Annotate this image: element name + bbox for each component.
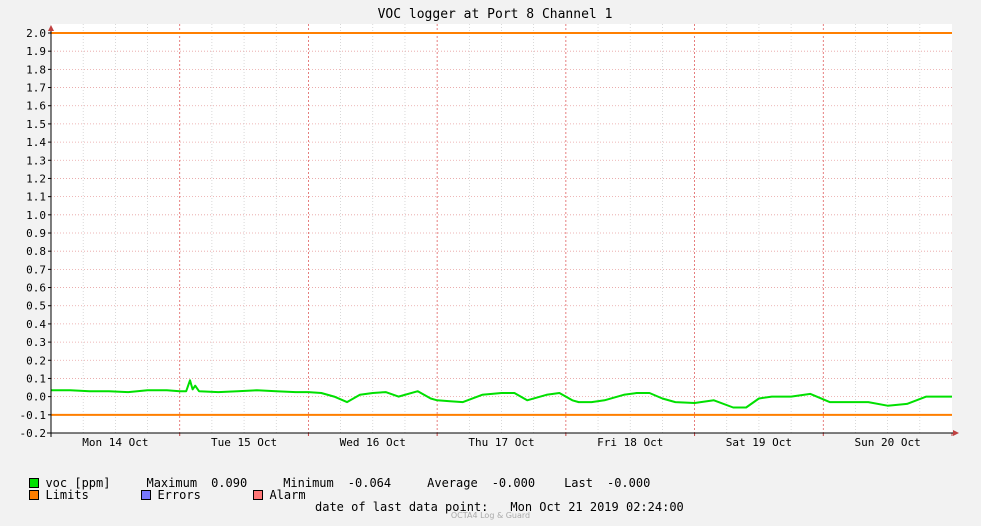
legend-swatch-voc — [29, 478, 40, 488]
x-axis-arrow — [953, 430, 959, 436]
y-tick-label: 0.6 — [26, 282, 46, 295]
stat-avg-label: Average — [427, 476, 478, 490]
x-tick-label: Sat 19 Oct — [726, 436, 792, 449]
y-tick-label: 0.3 — [26, 336, 46, 349]
x-tick-label: Tue 15 Oct — [211, 436, 277, 449]
legend-item-alarm: Alarm — [253, 488, 306, 502]
series-layer — [51, 379, 952, 409]
y-tick-label: 1.7 — [26, 82, 46, 95]
y-tick-label: 1.9 — [26, 45, 46, 58]
y-tick-label: 1.6 — [26, 100, 46, 113]
legend-swatch-alarm — [253, 490, 264, 500]
stat-last-value: -0.000 — [606, 476, 651, 490]
legend-row-markers: Limits Errors Alarm — [15, 476, 306, 502]
stat-min-label: Minimum — [283, 476, 334, 490]
y-tick-label: 1.3 — [26, 154, 46, 167]
x-tick-label: Mon 14 Oct — [82, 436, 148, 449]
legend-swatch-errors — [141, 490, 152, 500]
legend-limits-label: Limits — [45, 488, 89, 502]
last-point-value: Mon Oct 21 2019 02:24:00 — [510, 500, 684, 514]
legend-errors-label: Errors — [157, 488, 201, 502]
y-tick-label: 0.4 — [26, 318, 46, 331]
legend-item-voc: voc [ppm] — [29, 477, 110, 490]
stat-min-value: -0.064 — [347, 476, 392, 490]
y-tick-label: 1.0 — [26, 209, 46, 222]
axes — [47, 25, 959, 437]
y-tick-label: 1.5 — [26, 118, 46, 131]
x-axis-ticks: Mon 14 Oct Tue 15 Oct Wed 16 Oct Thu 17 Oct… — [50, 433, 953, 449]
x-tick-label: Sun 20 Oct — [855, 436, 921, 449]
stat-max-value: 0.090 — [211, 476, 248, 490]
y-axis-ticks: 2.0 1.9 1.8 1.7 1.6 1.5 1.4 1.3 1.2 1.1 1.0 0.9 0.8 0… — [20, 27, 51, 440]
y-tick-label: 1.2 — [26, 172, 46, 185]
y-tick-label: 1.8 — [26, 63, 46, 76]
legend-item-errors: Errors — [141, 489, 253, 502]
footer-brand: OCTA4 Log & Guard — [450, 511, 531, 520]
y-tick-label: 0.2 — [26, 354, 46, 367]
y-tick-label: 0.9 — [26, 227, 46, 240]
x-tick-label: Fri 18 Oct — [597, 436, 663, 449]
legend-row-series: voc [ppm] Maximum 0.090 Minimum -0.064 Averag… — [15, 464, 650, 490]
legend-swatch-limits — [29, 490, 40, 500]
y-tick-label: 0.1 — [26, 372, 46, 385]
y-tick-label: 2.0 — [26, 27, 46, 40]
last-point-label: date of last data point: — [315, 500, 489, 514]
series-line-voc — [51, 379, 952, 409]
x-tick-label: Thu 17 Oct — [468, 436, 534, 449]
y-tick-label: 0.7 — [26, 263, 46, 276]
y-tick-label: -0.1 — [20, 409, 47, 422]
stat-max-label: Maximum — [146, 476, 198, 490]
y-tick-label: 1.4 — [26, 136, 46, 149]
y-tick-label: 0.0 — [26, 391, 46, 404]
y-tick-label: 0.5 — [26, 300, 46, 313]
legend-alarm-label: Alarm — [269, 488, 306, 502]
y-tick-label: 0.8 — [26, 245, 46, 258]
legend-item-limits: Limits — [29, 489, 141, 502]
x-tick-label: Wed 16 Oct — [340, 436, 406, 449]
stat-avg-value: -0.000 — [491, 476, 536, 490]
y-tick-label: 1.1 — [26, 191, 46, 204]
legend-voc-label: voc [ppm] — [45, 476, 111, 490]
last-data-point: date of last data point: Mon Oct 21 2019 … — [315, 500, 684, 514]
stat-last-label: Last — [564, 476, 593, 490]
y-axis-arrow — [48, 25, 54, 31]
limit-lines — [51, 32, 952, 416]
y-tick-label: -0.2 — [20, 427, 47, 440]
chart-title: VOC logger at Port 8 Channel 1 — [378, 7, 613, 22]
